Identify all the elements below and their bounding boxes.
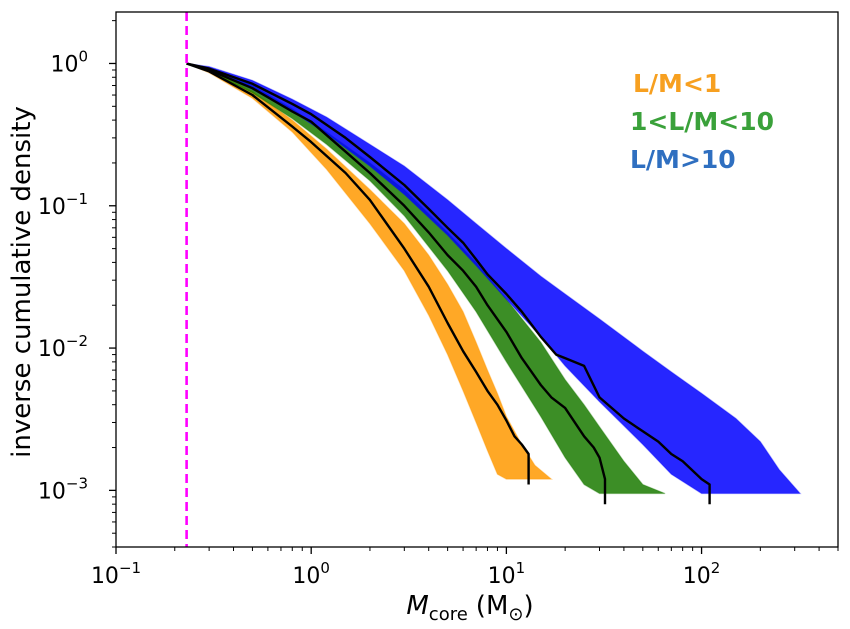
legend-entry-2: 1<L/M<10 [630, 107, 774, 136]
y-tick-label: 10−2 [38, 332, 88, 362]
legend: L/M<1 1<L/M<10 L/M>10 [630, 69, 774, 174]
x-tick-label: 102 [683, 559, 721, 589]
x-axis-label-units: (M [476, 591, 509, 621]
x-tick-label: 100 [292, 559, 330, 589]
median-line-3 [186, 62, 711, 505]
y-tick-label: 10−3 [38, 474, 88, 504]
x-tick-label: 10−1 [91, 559, 141, 589]
plot-frame [115, 11, 839, 548]
series-bands [186, 62, 802, 495]
median-line-1 [186, 62, 530, 485]
y-tick-label: 100 [50, 47, 88, 77]
series-band-3 [186, 62, 802, 495]
x-axis-ticks: 10−1 100 101 102 [91, 547, 839, 589]
x-axis-label-units-sub: ⊙ [508, 604, 523, 625]
x-tick-label: 101 [488, 559, 526, 589]
y-tick-label: 10−1 [38, 190, 88, 220]
y-axis-ticks: 100 10−1 10−2 10−3 [38, 20, 116, 548]
y-axis-label: inverse cumulative density [7, 106, 37, 458]
x-axis-label-units-close: ) [523, 591, 533, 621]
x-axis-label: Mcore (M⊙) [406, 591, 533, 625]
series-band-1 [186, 62, 554, 480]
legend-entry-1: L/M<1 [633, 69, 721, 98]
x-axis-label-sub: core [429, 604, 468, 625]
legend-entry-3: L/M>10 [630, 145, 736, 174]
median-line-2 [186, 62, 607, 505]
median-lines [186, 62, 711, 505]
x-axis-label-main: M [406, 591, 428, 621]
